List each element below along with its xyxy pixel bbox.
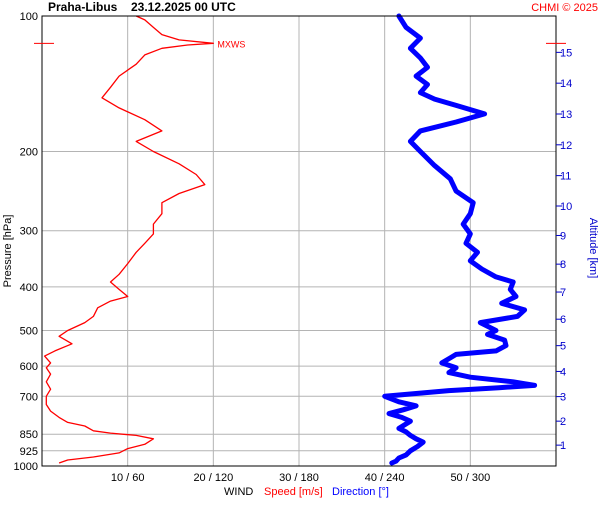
series-layer bbox=[43, 13, 538, 466]
altitude-tick-label: 3 bbox=[560, 392, 566, 404]
altitude-tick-label: 5 bbox=[560, 341, 566, 353]
x-axis-label-prefix: WIND bbox=[224, 486, 253, 498]
altitude-tick-label: 14 bbox=[560, 78, 572, 90]
altitude-tick-label: 4 bbox=[560, 366, 566, 378]
altitude-tick-label: 11 bbox=[560, 171, 571, 183]
altitude-tick-label: 2 bbox=[560, 416, 566, 428]
altitude-tick-label: 1 bbox=[560, 440, 566, 452]
pressure-tick-label: 300 bbox=[20, 226, 38, 238]
pressure-tick-label: 500 bbox=[20, 326, 38, 338]
altitude-tick-label: 15 bbox=[560, 47, 572, 59]
altitude-tick-label: 12 bbox=[560, 140, 572, 152]
wind-tick-label: 40 / 240 bbox=[365, 472, 405, 484]
mxws-label: MXWS bbox=[217, 39, 245, 49]
wind-tick-label: 30 / 180 bbox=[279, 472, 319, 484]
wind-tick-label: 10 / 60 bbox=[111, 472, 145, 484]
x-axis-label-speed: Speed [m/s] bbox=[264, 486, 323, 498]
altitude-tick-label: 10 bbox=[560, 201, 572, 213]
altitude-tick-label: 8 bbox=[560, 259, 566, 271]
altitude-tick-label: 6 bbox=[560, 314, 566, 326]
altitude-tick-label: 7 bbox=[560, 287, 566, 299]
pressure-tick-label: 700 bbox=[20, 391, 38, 403]
x-axis-label-direction: Direction [°] bbox=[332, 486, 389, 498]
chart-title-datetime: 23.12.2025 00 UTC bbox=[131, 0, 236, 14]
chart-title-station: Praha-Libus bbox=[48, 0, 118, 14]
wind-tick-label: 20 / 120 bbox=[193, 472, 233, 484]
wind-tick-label: 50 / 300 bbox=[450, 472, 490, 484]
pressure-tick-label: 400 bbox=[20, 282, 38, 294]
plot-frame bbox=[41, 15, 557, 467]
speed-series-line bbox=[43, 15, 214, 464]
pressure-tick-label: 925 bbox=[20, 446, 38, 458]
credit-label: CHMI © 2025 bbox=[531, 2, 598, 14]
pressure-tick-label: 1000 bbox=[14, 461, 38, 473]
pressure-tick-label: 600 bbox=[20, 361, 38, 373]
direction-series-line bbox=[382, 13, 538, 466]
y-axis-label: Pressure [hPa] bbox=[2, 215, 14, 288]
pressure-tick-label: 200 bbox=[20, 146, 38, 158]
y-axis-right-label: Altitude [km] bbox=[587, 218, 599, 279]
altitude-tick-label: 13 bbox=[560, 109, 572, 121]
pressure-tick-label: 100 bbox=[20, 11, 38, 23]
pressure-tick-label: 850 bbox=[20, 429, 38, 441]
grid-layer bbox=[42, 15, 556, 467]
altitude-tick-label: 9 bbox=[560, 230, 566, 242]
